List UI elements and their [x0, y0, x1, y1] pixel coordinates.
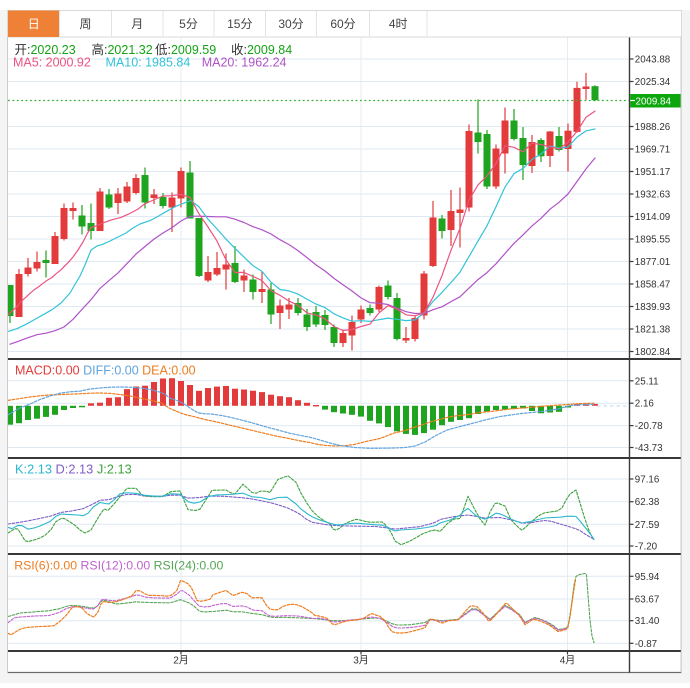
svg-text:1895.55: 1895.55	[635, 235, 671, 246]
svg-text:开:2020.23: 开:2020.23	[15, 43, 76, 57]
svg-text:MACD:0.00 DIFF:0.00 DEA:0.00: MACD:0.00 DIFF:0.00 DEA:0.00	[15, 364, 196, 378]
svg-text:高:2021.32: 高:2021.32	[92, 42, 153, 57]
svg-text:月: 月	[131, 17, 143, 31]
svg-text:周: 周	[79, 17, 91, 31]
svg-text:低:2009.59: 低:2009.59	[155, 43, 216, 57]
svg-text:1969.71: 1969.71	[635, 145, 670, 156]
svg-text:15分: 15分	[227, 17, 252, 31]
svg-text:30分: 30分	[278, 17, 303, 31]
svg-text:-7.20: -7.20	[635, 542, 658, 553]
svg-text:日: 日	[28, 17, 40, 31]
svg-text:4时: 4时	[389, 17, 408, 31]
svg-text:-20.78: -20.78	[635, 421, 663, 432]
svg-text:60分: 60分	[330, 17, 355, 31]
svg-text:1821.38: 1821.38	[635, 325, 671, 336]
svg-text:1877.01: 1877.01	[635, 257, 670, 268]
svg-text:-43.73: -43.73	[635, 443, 663, 454]
svg-text:MA20: 1962.24: MA20: 1962.24	[202, 56, 287, 70]
svg-text:95.94: 95.94	[635, 572, 660, 583]
svg-text:1839.93: 1839.93	[635, 302, 671, 313]
svg-text:RSI(6):0.00 RSI(12):0.00 RSI: RSI(6):0.00 RSI(12):0.00 RSI(24):0.00	[14, 559, 223, 573]
svg-text:1914.09: 1914.09	[635, 212, 670, 223]
svg-text:25.11: 25.11	[635, 376, 659, 387]
svg-text:K:2.13 D:2.13 J:2.13: K:2.13 D:2.13 J:2.13	[15, 462, 132, 477]
svg-text:2009.84: 2009.84	[636, 96, 672, 107]
svg-text:1802.84: 1802.84	[635, 347, 671, 358]
svg-text:5分: 5分	[179, 17, 198, 31]
svg-text:2月: 2月	[173, 655, 189, 667]
svg-text:2025.34: 2025.34	[635, 77, 671, 88]
svg-text:27.59: 27.59	[635, 520, 660, 531]
svg-text:1932.63: 1932.63	[635, 190, 671, 201]
svg-text:1858.47: 1858.47	[635, 280, 670, 291]
svg-text:1988.26: 1988.26	[635, 122, 671, 133]
svg-text:收:2009.84: 收:2009.84	[231, 43, 292, 57]
svg-text:97.16: 97.16	[635, 475, 660, 486]
svg-text:MA5: 2000.92: MA5: 2000.92	[13, 56, 91, 70]
svg-text:62.38: 62.38	[635, 497, 660, 508]
svg-text:1951.17: 1951.17	[635, 167, 670, 178]
svg-text:4月: 4月	[560, 655, 576, 667]
svg-text:3月: 3月	[353, 655, 369, 667]
svg-text:31.40: 31.40	[635, 616, 660, 627]
svg-text:63.67: 63.67	[635, 595, 660, 606]
svg-text:-0.87: -0.87	[635, 639, 657, 650]
svg-text:2.16: 2.16	[635, 399, 655, 410]
svg-text:2043.88: 2043.88	[635, 55, 671, 66]
svg-text:MA10: 1985.84: MA10: 1985.84	[106, 56, 191, 70]
